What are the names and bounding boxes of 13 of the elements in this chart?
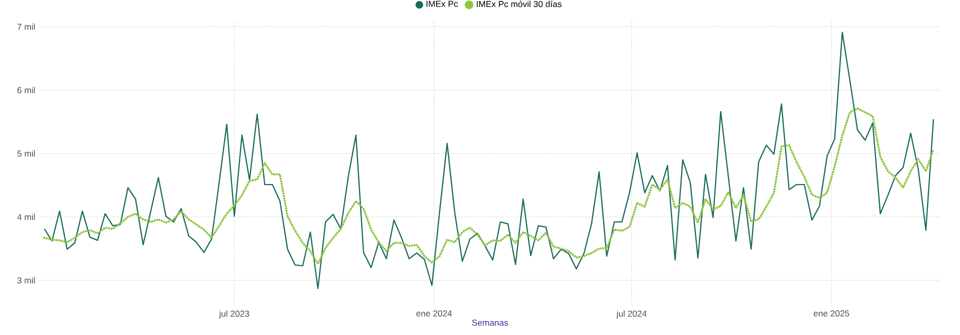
legend-label: IMEx Pc móvil 30 días bbox=[476, 0, 562, 8]
x-tick-label: ene 2025 bbox=[814, 310, 850, 316]
y-tick-label: 4 mil bbox=[17, 214, 35, 220]
line-series bbox=[44, 32, 934, 290]
x-tick-label: jul 2024 bbox=[616, 310, 647, 318]
x-tick-label: ene 2024 bbox=[416, 310, 452, 316]
x-tick-label: jul 2023 bbox=[218, 310, 250, 318]
y-tick-label: 3 mil bbox=[17, 277, 35, 284]
y-tick-label: 6 mil bbox=[17, 86, 35, 94]
y-tick-label: 5 mil bbox=[17, 150, 35, 157]
x-axis-title: Semanas bbox=[472, 320, 508, 326]
legend-label: IMEx Pc bbox=[426, 0, 458, 7]
y-tick-label: 7 mil bbox=[17, 24, 35, 30]
